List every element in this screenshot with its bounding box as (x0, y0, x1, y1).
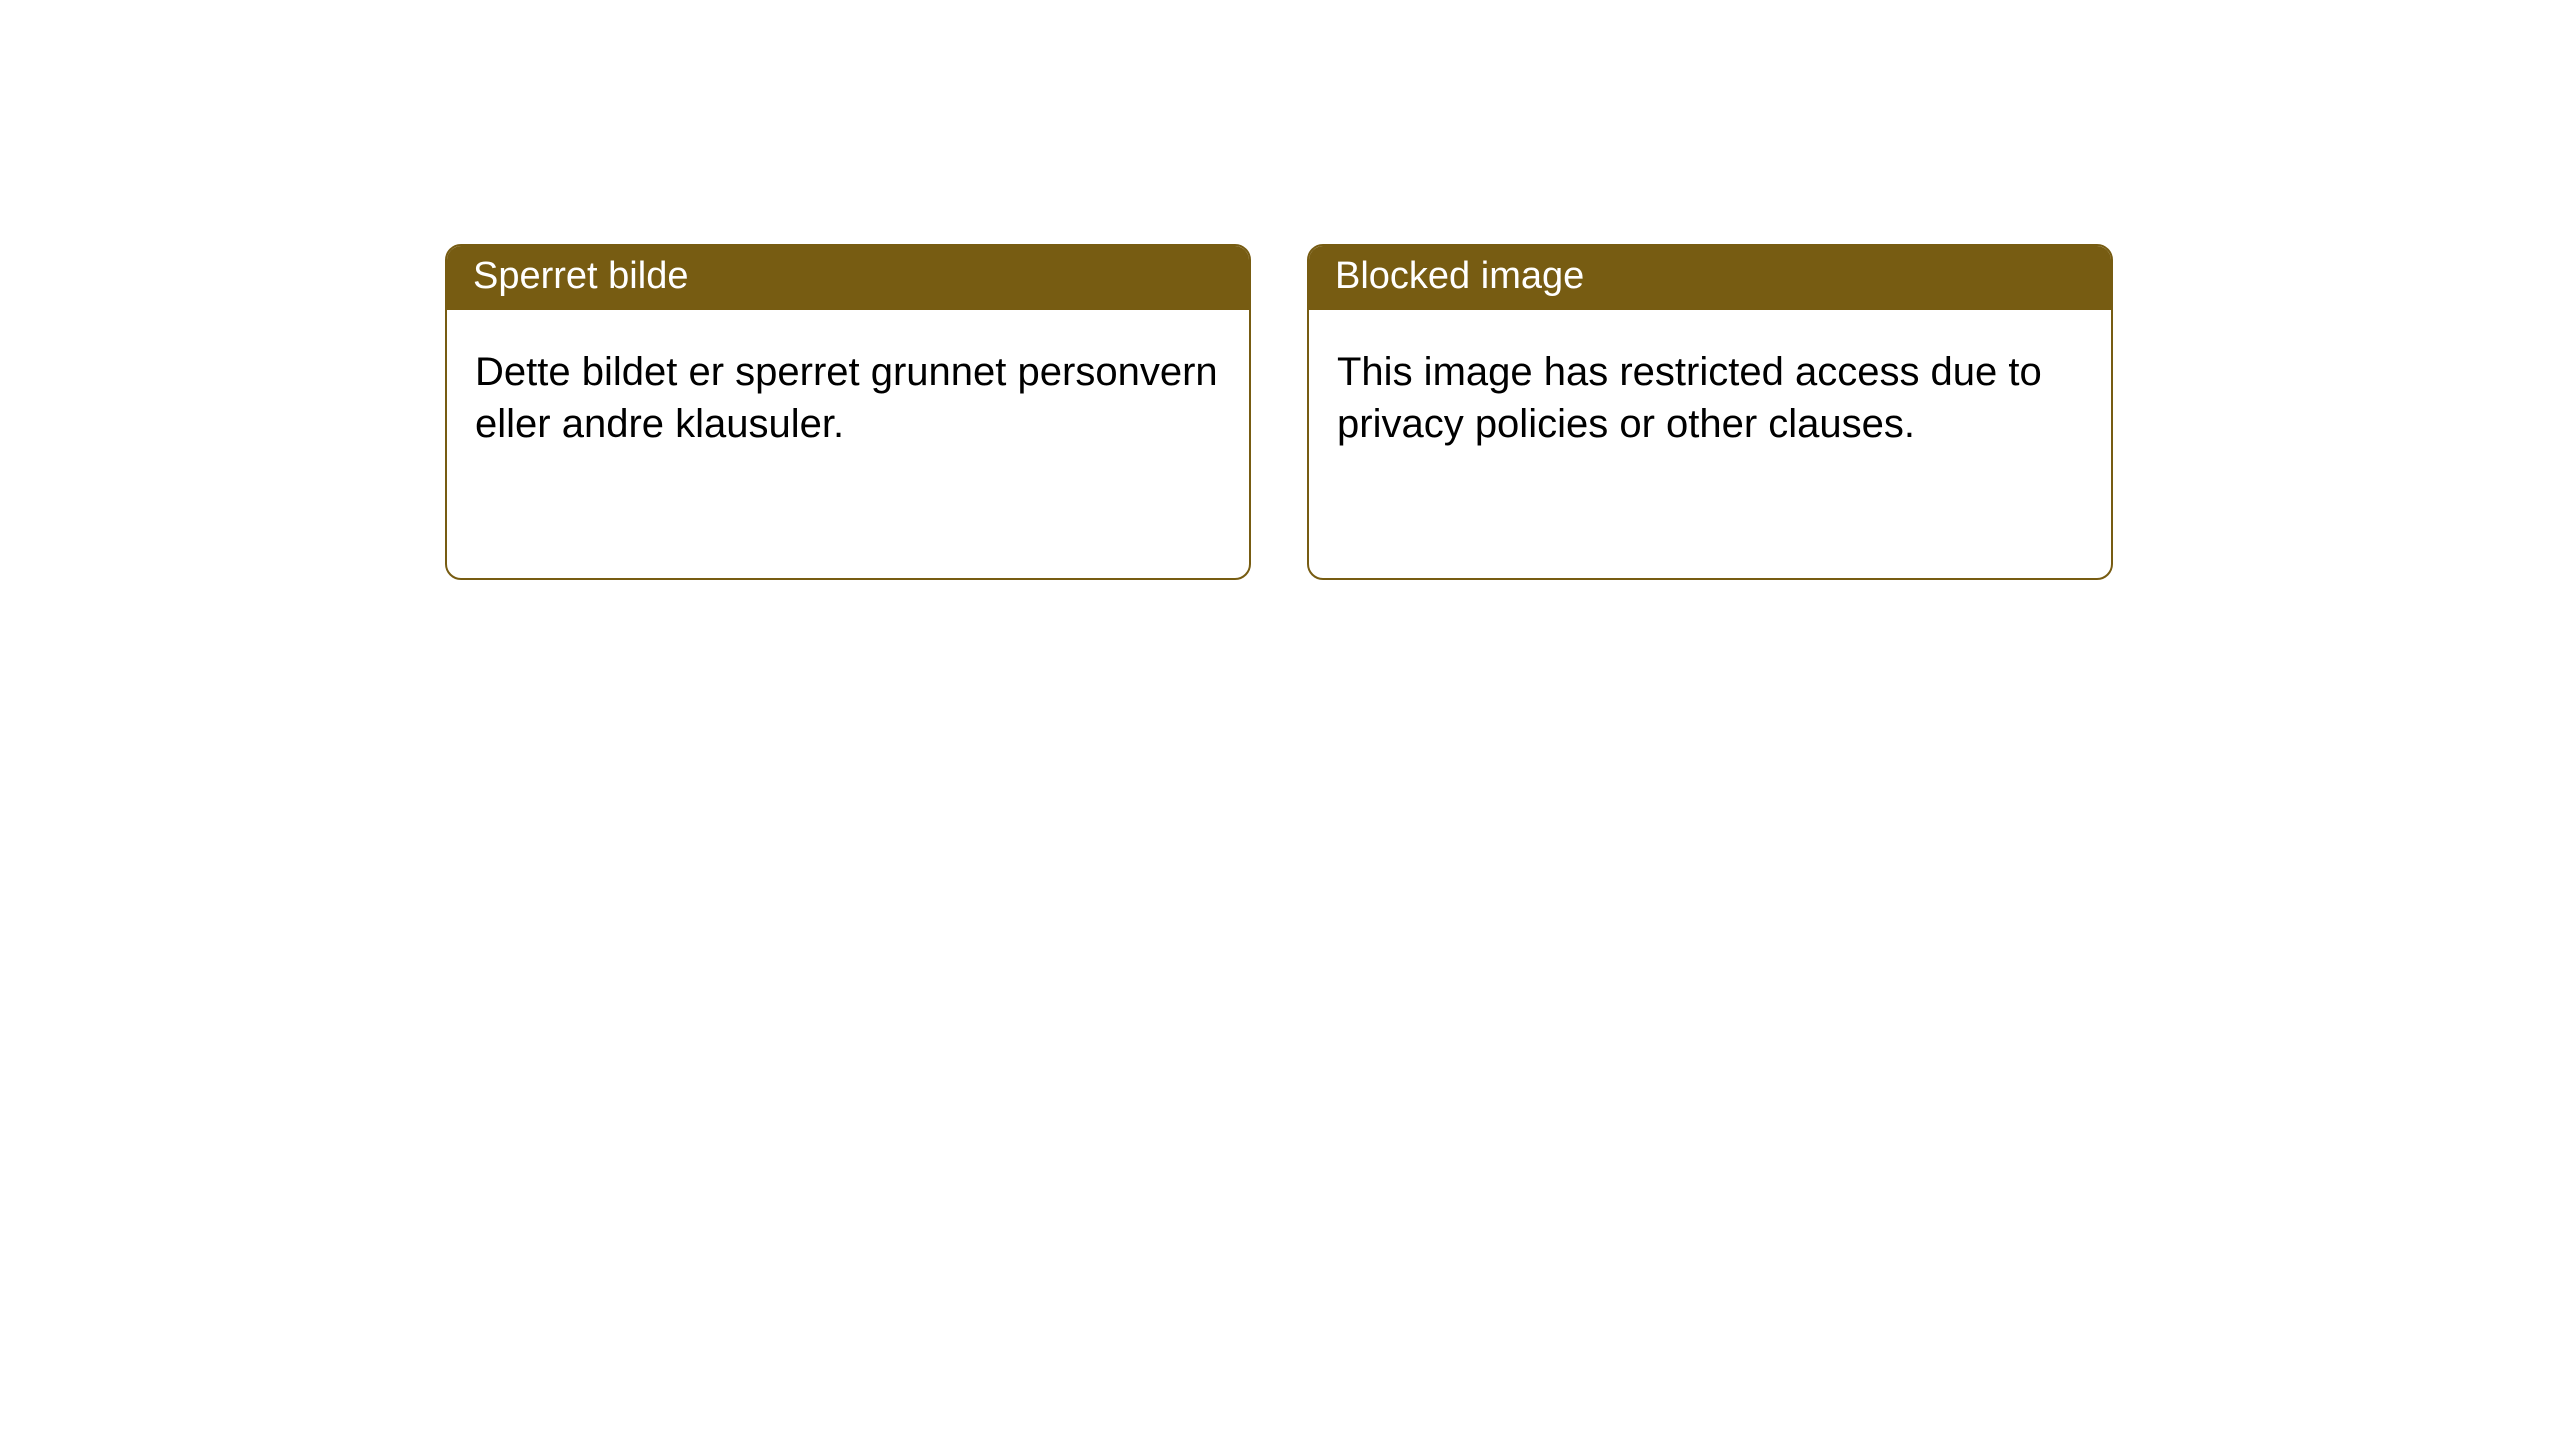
card-header: Sperret bilde (447, 246, 1249, 310)
blocked-image-card-english: Blocked image This image has restricted … (1307, 244, 2113, 580)
blocked-image-card-norwegian: Sperret bilde Dette bildet er sperret gr… (445, 244, 1251, 580)
card-body-text: Dette bildet er sperret grunnet personve… (447, 310, 1249, 486)
card-body-text: This image has restricted access due to … (1309, 310, 2111, 486)
card-header: Blocked image (1309, 246, 2111, 310)
notice-container: Sperret bilde Dette bildet er sperret gr… (0, 0, 2560, 580)
